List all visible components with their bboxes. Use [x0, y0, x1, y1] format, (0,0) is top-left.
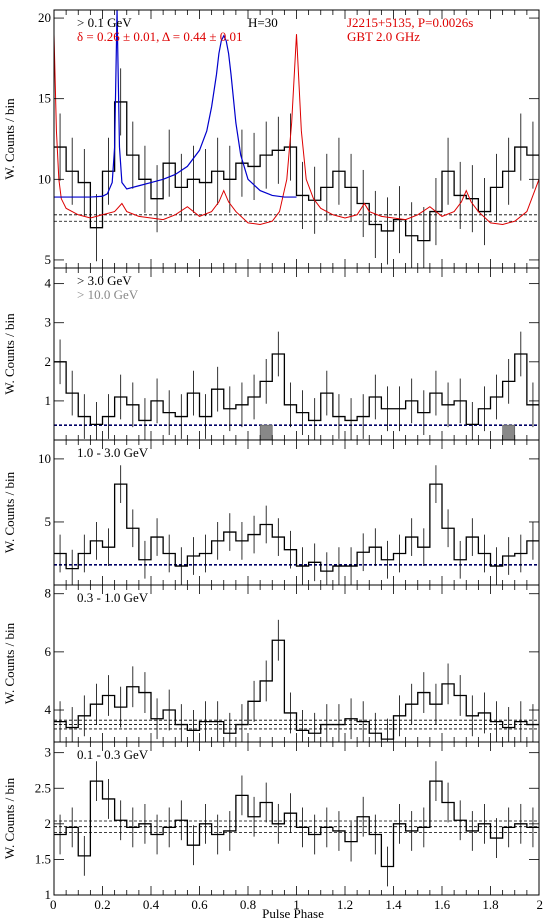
y-tick-label: 15 [38, 91, 51, 106]
panel-1-3-gev: 5 10 W. Counts / bin 1.0 - 3.0 GeV [2, 439, 540, 586]
y-tick-label: 4 [45, 702, 52, 717]
fit-parameters-label: δ = 0.26 ± 0.01, Δ = 0.44 ± 0.01 [77, 29, 242, 44]
x-tick-label: 0.6 [191, 897, 208, 912]
plot-area [54, 10, 539, 268]
histogram-series [54, 101, 539, 242]
histogram-series [54, 483, 539, 572]
energy-range-label-10gev: > 10.0 GeV [77, 287, 139, 302]
x-tick-label: 0.8 [240, 897, 256, 912]
histogram-bin-10gev [259, 424, 273, 440]
radio-profile-line [54, 34, 539, 225]
x-tick-label: 0 [50, 897, 57, 912]
y-tick-label: 20 [38, 10, 51, 25]
x-axis-label: Pulse Phase [262, 906, 324, 921]
panel-above-3-gev: 1 2 3 4 W. Counts / bin > 3.0 GeV> 10.0 GeV [2, 267, 540, 441]
y-axis-label: W. Counts / bin [2, 98, 17, 180]
x-tick-label: 1.6 [434, 897, 451, 912]
fit-model-line [54, 10, 297, 198]
y-tick-label: 8 [45, 586, 52, 601]
x-tick-label: 0.2 [94, 897, 110, 912]
y-tick-label: 10 [38, 171, 51, 186]
radio-band-label: GBT 2.0 GHz [347, 29, 420, 44]
panel-0.1-0.3-gev: 1 1.5 2 2.5 3 W. Counts / bin 0.1 - 0.3 GeV [2, 741, 540, 902]
h-test-label: H=30 [248, 15, 278, 30]
x-tick-label: 2 [537, 897, 544, 912]
y-tick-label: 1 [45, 887, 52, 902]
y-tick-label: 10 [38, 451, 51, 466]
plot-area [54, 761, 539, 887]
y-tick-label: 1 [45, 393, 52, 408]
y-tick-label: 2 [45, 354, 52, 369]
y-tick-label: 5 [45, 514, 52, 529]
histogram-series [54, 780, 539, 868]
y-axis-label: W. Counts / bin [2, 777, 17, 859]
histogram-series [54, 353, 539, 426]
x-tick-label: 1.2 [337, 897, 353, 912]
panel-0.3-1-gev: 4 6 8 W. Counts / bin 0.3 - 1.0 GeV [2, 584, 540, 743]
x-tick-label: 1.4 [385, 897, 402, 912]
plot-area [54, 331, 539, 440]
histogram-bin-10gev [502, 424, 516, 440]
y-tick-label: 6 [45, 644, 52, 659]
y-axis-label: W. Counts / bin [2, 313, 17, 395]
x-tick-label: 1.8 [482, 897, 498, 912]
y-tick-label: 5 [45, 252, 52, 267]
y-tick-label: 2.5 [35, 780, 51, 795]
pulsar-name-label: J2215+5135, P=0.0026s [347, 15, 473, 30]
panel-top: 5 10 15 20 W. Counts / bin > 0.1 GeV H=30 J2215… [2, 9, 540, 269]
y-tick-label: 2 [45, 816, 52, 831]
y-axis-label: W. Counts / bin [2, 471, 17, 553]
plot-area [54, 465, 539, 585]
x-tick-label: 1 [293, 897, 300, 912]
energy-range-label: > 0.1 GeV [77, 15, 132, 30]
energy-range-label: 1.0 - 3.0 GeV [77, 445, 149, 460]
y-tick-label: 4 [45, 276, 52, 291]
y-tick-label: 3 [45, 315, 52, 330]
energy-range-label: 0.3 - 1.0 GeV [77, 590, 149, 605]
x-tick-label: 0.4 [143, 897, 160, 912]
histogram-series [54, 639, 539, 740]
y-axis-label: W. Counts / bin [2, 622, 17, 704]
plot-area [54, 619, 539, 742]
energy-range-label: 0.1 - 0.3 GeV [77, 747, 149, 762]
y-tick-label: 1.5 [35, 851, 51, 866]
y-tick-label: 3 [45, 745, 52, 760]
energy-range-label: > 3.0 GeV [77, 273, 132, 288]
